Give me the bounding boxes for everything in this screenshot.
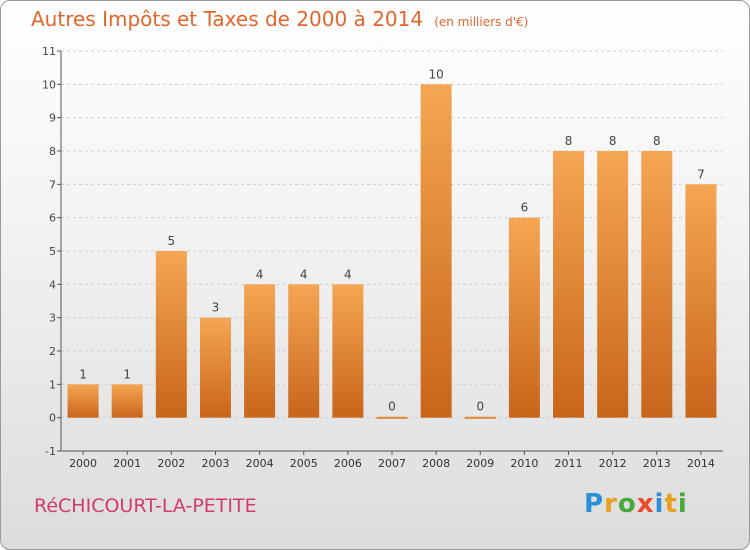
x-tick-label: 2009 xyxy=(466,457,494,470)
data-label: 0 xyxy=(476,400,484,414)
y-tick-label: 10 xyxy=(42,78,56,91)
data-label: 4 xyxy=(256,267,264,281)
y-tick-label: 3 xyxy=(49,312,56,325)
logo-letter: o xyxy=(617,489,637,519)
bar xyxy=(67,384,99,418)
data-label: 6 xyxy=(521,201,529,215)
x-tick-label: 2002 xyxy=(157,457,185,470)
y-tick-label: -1 xyxy=(45,445,56,458)
bar xyxy=(420,84,452,418)
y-tick-label: 6 xyxy=(49,212,56,225)
data-label: 8 xyxy=(609,134,617,148)
chart-unit-note: (en milliers d'€) xyxy=(434,15,529,29)
data-label: 7 xyxy=(697,167,705,181)
y-tick-label: 0 xyxy=(49,412,56,425)
x-tick-label: 2012 xyxy=(599,457,627,470)
x-tick-label: 2010 xyxy=(510,457,538,470)
x-tick-label: 2001 xyxy=(113,457,141,470)
y-tick-label: 2 xyxy=(49,345,56,358)
data-label: 3 xyxy=(212,301,220,315)
bar xyxy=(464,416,496,419)
data-label: 4 xyxy=(344,267,352,281)
data-label: 1 xyxy=(123,367,131,381)
bar xyxy=(244,284,276,418)
bar xyxy=(288,284,320,418)
logo-letter: i xyxy=(677,489,688,519)
x-tick-label: 2014 xyxy=(687,457,715,470)
y-tick-label: 7 xyxy=(49,178,56,191)
commune-name: RéCHICOURT-LA-PETITE xyxy=(34,495,257,517)
logo-letter: x xyxy=(636,489,655,519)
data-label: 8 xyxy=(653,134,661,148)
data-label: 1 xyxy=(79,367,87,381)
chart-title-block: Autres Impôts et Taxes de 2000 à 2014 (e… xyxy=(31,7,528,31)
data-label: 10 xyxy=(428,67,443,81)
data-label: 8 xyxy=(565,134,573,148)
data-label: 5 xyxy=(168,234,176,248)
logo-letter: P xyxy=(584,489,605,519)
y-tick-label: 1 xyxy=(49,378,56,391)
y-tick-label: 11 xyxy=(42,45,56,58)
bar xyxy=(111,384,143,418)
bar xyxy=(332,284,364,418)
bar xyxy=(508,217,540,418)
chart-title: Autres Impôts et Taxes de 2000 à 2014 xyxy=(31,7,424,31)
bar xyxy=(155,251,187,418)
x-tick-label: 2013 xyxy=(643,457,671,470)
y-tick-label: 5 xyxy=(49,245,56,258)
x-tick-label: 2004 xyxy=(246,457,274,470)
data-label: 0 xyxy=(388,400,396,414)
x-tick-label: 2011 xyxy=(555,457,583,470)
x-tick-label: 2005 xyxy=(290,457,318,470)
bar xyxy=(553,151,585,418)
bar xyxy=(199,317,231,418)
x-tick-label: 2006 xyxy=(334,457,362,470)
data-label: 4 xyxy=(300,267,308,281)
x-tick-label: 2000 xyxy=(69,457,97,470)
bar xyxy=(685,184,717,418)
bar xyxy=(597,151,629,418)
bar xyxy=(376,416,408,419)
logo-letter: t xyxy=(664,489,678,519)
y-tick-label: 4 xyxy=(49,278,56,291)
y-tick-label: 9 xyxy=(49,112,56,125)
x-tick-label: 2003 xyxy=(201,457,229,470)
bar xyxy=(641,151,673,418)
logo-letter: i xyxy=(654,489,665,519)
bar-chart: -101234567891011120001200152002320034200… xyxy=(42,45,723,470)
logo-letter: r xyxy=(604,489,618,519)
x-tick-label: 2007 xyxy=(378,457,406,470)
x-tick-label: 2008 xyxy=(422,457,450,470)
proxiti-logo: Proxiti xyxy=(584,489,688,519)
y-tick-label: 8 xyxy=(49,145,56,158)
